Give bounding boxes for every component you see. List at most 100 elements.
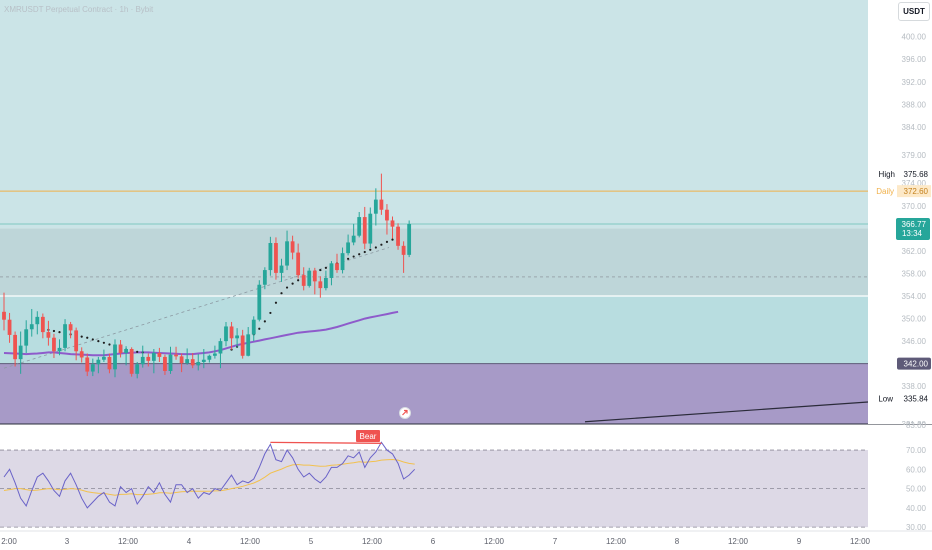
time-axis-background: [0, 531, 932, 550]
candle-body: [74, 330, 79, 352]
candle-body: [207, 355, 212, 360]
trend-dot: [280, 292, 283, 295]
candle-body: [385, 209, 389, 221]
candle-body: [107, 356, 112, 370]
trend-dot: [269, 311, 272, 315]
trend-dot: [97, 340, 100, 343]
trend-dot: [91, 338, 94, 341]
candle-body: [240, 335, 245, 356]
price-tick-label: 374.00: [902, 179, 927, 188]
candle-body: [168, 354, 173, 371]
rsi-tick-label: 70.00: [906, 446, 927, 455]
replay-icon[interactable]: [399, 407, 411, 419]
price-tick-label: 379.00: [902, 151, 927, 160]
candle-body: [29, 324, 34, 330]
candle-body: [52, 337, 56, 352]
time-tick-label: 9: [797, 537, 802, 546]
rsi-axis[interactable]: 83.00 70.00 60.00 50.00 40.00 30.00: [868, 421, 932, 532]
rsi-axis-background: [868, 425, 932, 531]
time-tick-label: 12:00: [606, 537, 627, 546]
high-label: High: [879, 170, 895, 179]
lower-trendline: [584, 401, 869, 423]
candle-body: [85, 357, 90, 372]
candle-body: [290, 241, 295, 253]
candle-body: [279, 265, 284, 273]
low-label: Low: [878, 394, 893, 403]
rsi-tick-label: 30.00: [906, 523, 927, 532]
candle-body: [185, 359, 190, 364]
candle-body: [329, 263, 334, 278]
candle-body: [63, 324, 67, 348]
zone-price-value: 342.00: [904, 360, 929, 369]
time-tick-label: 4: [187, 537, 192, 546]
rsi-pane: Bear: [0, 423, 932, 531]
candle-body: [18, 345, 23, 360]
rsi-tick-label: 60.00: [906, 465, 927, 474]
candle-body: [113, 344, 117, 370]
current-price-tag: [896, 218, 930, 241]
candle-body: [24, 329, 29, 346]
trend-dot: [291, 282, 294, 285]
candle-body: [163, 356, 167, 371]
candle-body: [307, 270, 312, 286]
time-tick-label: 12:00: [850, 537, 871, 546]
candle-body: [129, 349, 134, 374]
price-tick-label: 370.00: [902, 202, 927, 211]
trend-dot: [369, 248, 372, 251]
middle-band: [0, 228, 868, 297]
candle-body: [102, 356, 106, 360]
candle-body: [301, 275, 306, 286]
currency-button[interactable]: USDT: [898, 2, 930, 21]
candle-body: [218, 341, 223, 354]
candle-body: [2, 311, 6, 320]
rsi-tick-label: 83.00: [906, 421, 927, 430]
current-price-value: 366.77: [902, 220, 927, 229]
candle-body: [351, 235, 356, 243]
candle-body: [268, 243, 273, 271]
trend-dot: [374, 246, 377, 249]
ma-line: [3, 310, 399, 357]
high-tag: [897, 167, 931, 180]
candle-body: [285, 241, 289, 266]
price-tick-label: 362.00: [902, 247, 927, 256]
time-tick-label: 7: [553, 537, 558, 546]
price-tick-label: 346.00: [902, 337, 927, 346]
time-tick-label: 3: [65, 537, 70, 546]
time-tick-label: 8: [675, 537, 680, 546]
price-axis[interactable]: 404.00400.00396.00392.00388.00384.00379.…: [868, 0, 932, 429]
time-tick-label: 12:00: [240, 537, 261, 546]
trend-dot: [358, 253, 361, 256]
price-tick-label: 388.00: [902, 100, 927, 109]
candle-body: [229, 326, 234, 339]
candle-body: [257, 284, 262, 320]
price-tick-label: 354.00: [902, 292, 927, 301]
candle-body: [340, 253, 345, 271]
price-axis-background: [868, 0, 932, 424]
trend-dot: [385, 240, 389, 243]
candle-body: [157, 352, 162, 357]
trend-dot: [347, 257, 350, 260]
bear-label-box: [356, 430, 380, 442]
candle-body: [224, 326, 228, 342]
candle-body: [179, 356, 184, 364]
candle-body: [96, 359, 101, 365]
candle-body: [40, 316, 45, 333]
upper-band: [0, 0, 868, 229]
time-tick-label: 5: [309, 537, 314, 546]
candle-body: [174, 354, 178, 357]
time-axis[interactable]: 2:00 3 12:00 4 12:00 5 12:00 6 12:00 7 12:00 8 12:00…: [0, 530, 932, 550]
price-tick-label: 338.00: [902, 382, 927, 391]
candle-body: [190, 359, 195, 366]
trend-dot: [80, 335, 83, 338]
candle-body: [362, 217, 367, 244]
trend-dot: [352, 255, 355, 258]
candle-body: [124, 349, 128, 353]
candle-body: [135, 364, 140, 374]
candle-body: [324, 277, 328, 289]
candle-body: [146, 356, 151, 361]
candle-body: [35, 316, 40, 325]
candle-body: [312, 270, 317, 282]
symbol-title: XMRUSDT Perpetual Contract · 1h · Bybit: [4, 5, 154, 14]
